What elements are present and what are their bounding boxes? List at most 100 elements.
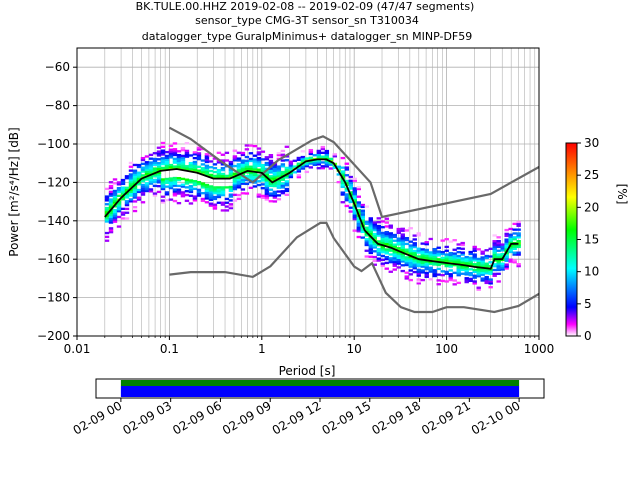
- histogram-cell: [376, 217, 381, 220]
- x-axis: 0.01 0.1 1 10 100 1000: [64, 336, 554, 356]
- histogram-cell: [128, 190, 134, 193]
- histogram-cell: [376, 224, 381, 228]
- histogram-cell: [408, 269, 413, 272]
- histogram-cell: [176, 178, 182, 182]
- histogram-cell: [492, 251, 497, 254]
- histogram-cell: [148, 165, 154, 168]
- histogram-cell: [204, 170, 210, 173]
- histogram-cell: [144, 184, 150, 187]
- histogram-cell: [388, 237, 393, 241]
- histogram-cell: [172, 149, 178, 153]
- histogram-cell: [384, 238, 389, 242]
- histogram-cell: [392, 254, 397, 258]
- histogram-cell: [472, 245, 477, 249]
- histogram-cell: [356, 220, 361, 223]
- histogram-cell: [244, 161, 250, 164]
- histogram-cell: [112, 209, 118, 212]
- histogram-cell: [464, 280, 469, 284]
- histogram-cell: [172, 194, 178, 197]
- histogram-cell: [464, 255, 469, 259]
- histogram-cell: [200, 184, 206, 187]
- histogram-cell: [128, 180, 134, 184]
- histogram-cell: [428, 268, 433, 271]
- histogram-cell: [224, 209, 230, 212]
- histogram-cell: [220, 192, 226, 195]
- histogram-cell: [276, 180, 282, 184]
- histogram-cell: [196, 192, 202, 195]
- histogram-cell: [124, 202, 130, 205]
- histogram-cell: [364, 241, 369, 245]
- histogram-cell: [308, 156, 314, 159]
- histogram-cell: [124, 175, 130, 178]
- histogram-cell: [156, 158, 162, 161]
- histogram-cell: [248, 165, 254, 168]
- histogram-cell: [128, 194, 134, 197]
- histogram-cell: [164, 154, 170, 158]
- histogram-cell: [136, 188, 142, 192]
- histogram-cell: [148, 153, 154, 157]
- histogram-cell: [200, 192, 206, 195]
- histogram-cell: [276, 152, 282, 155]
- histogram-cell: [188, 188, 194, 192]
- histogram-cell: [140, 174, 146, 177]
- histogram-cell: [468, 277, 473, 281]
- histogram-cell: [212, 192, 218, 195]
- histogram-cell: [472, 249, 477, 252]
- coverage-tick-label: 02-09 03: [120, 398, 174, 437]
- histogram-cell: [356, 203, 361, 206]
- histogram-cell: [424, 248, 429, 252]
- histogram-cell: [192, 151, 198, 154]
- histogram-cell: [384, 234, 389, 238]
- histogram-cell: [468, 262, 473, 265]
- histogram-cell: [284, 155, 290, 158]
- histogram-cell: [204, 197, 210, 200]
- histogram-cell: [384, 242, 389, 245]
- histogram-cell: [112, 210, 118, 214]
- histogram-cell: [280, 182, 286, 185]
- histogram-cell: [268, 163, 274, 166]
- histogram-cell: [420, 253, 425, 257]
- histogram-cell: [500, 243, 505, 246]
- histogram-cell: [240, 167, 246, 170]
- histogram-cell: [484, 254, 489, 258]
- histogram-cell: [116, 202, 122, 205]
- histogram-cell: [160, 180, 166, 183]
- histogram-cell: [252, 160, 258, 163]
- histogram-cell: [144, 155, 150, 158]
- histogram-cell: [436, 254, 441, 257]
- histogram-cell: [172, 157, 178, 160]
- histogram-cell: [176, 153, 182, 157]
- histogram-cell: [220, 163, 226, 166]
- histogram-cell: [232, 176, 238, 179]
- histogram-cell: [396, 256, 401, 259]
- colorbar-tick-label: 5: [584, 297, 592, 311]
- histogram-cell: [196, 157, 202, 161]
- histogram-cell: [408, 259, 413, 263]
- histogram-cell: [232, 180, 238, 183]
- title-line-3: datalogger_type GuralpMinimus+ datalogge…: [142, 30, 473, 43]
- histogram-cell: [368, 226, 373, 230]
- histogram-cell: [472, 268, 477, 272]
- histogram-cell: [148, 182, 154, 185]
- histogram-cell: [416, 234, 421, 237]
- histogram-cell: [476, 261, 481, 264]
- coverage-tick-label: 02-10 00: [469, 398, 523, 437]
- histogram-cell: [200, 167, 206, 170]
- histogram-cell: [220, 168, 226, 172]
- histogram-cell: [148, 180, 154, 183]
- histogram-cell: [364, 239, 369, 243]
- histogram-cell: [316, 161, 322, 164]
- histogram-cell: [160, 151, 166, 154]
- histogram-cell: [156, 185, 162, 188]
- histogram-cell: [160, 166, 166, 170]
- mean-curve: [104, 158, 519, 270]
- histogram-cell: [128, 200, 134, 203]
- histogram-cell: [256, 183, 262, 187]
- histogram-cell: [240, 153, 246, 157]
- histogram-cell: [348, 185, 354, 188]
- histogram-cell: [192, 156, 198, 160]
- histogram-cell: [244, 171, 250, 174]
- histogram-cell: [268, 155, 274, 159]
- histogram-cell: [452, 279, 457, 282]
- histogram-cell: [160, 178, 166, 181]
